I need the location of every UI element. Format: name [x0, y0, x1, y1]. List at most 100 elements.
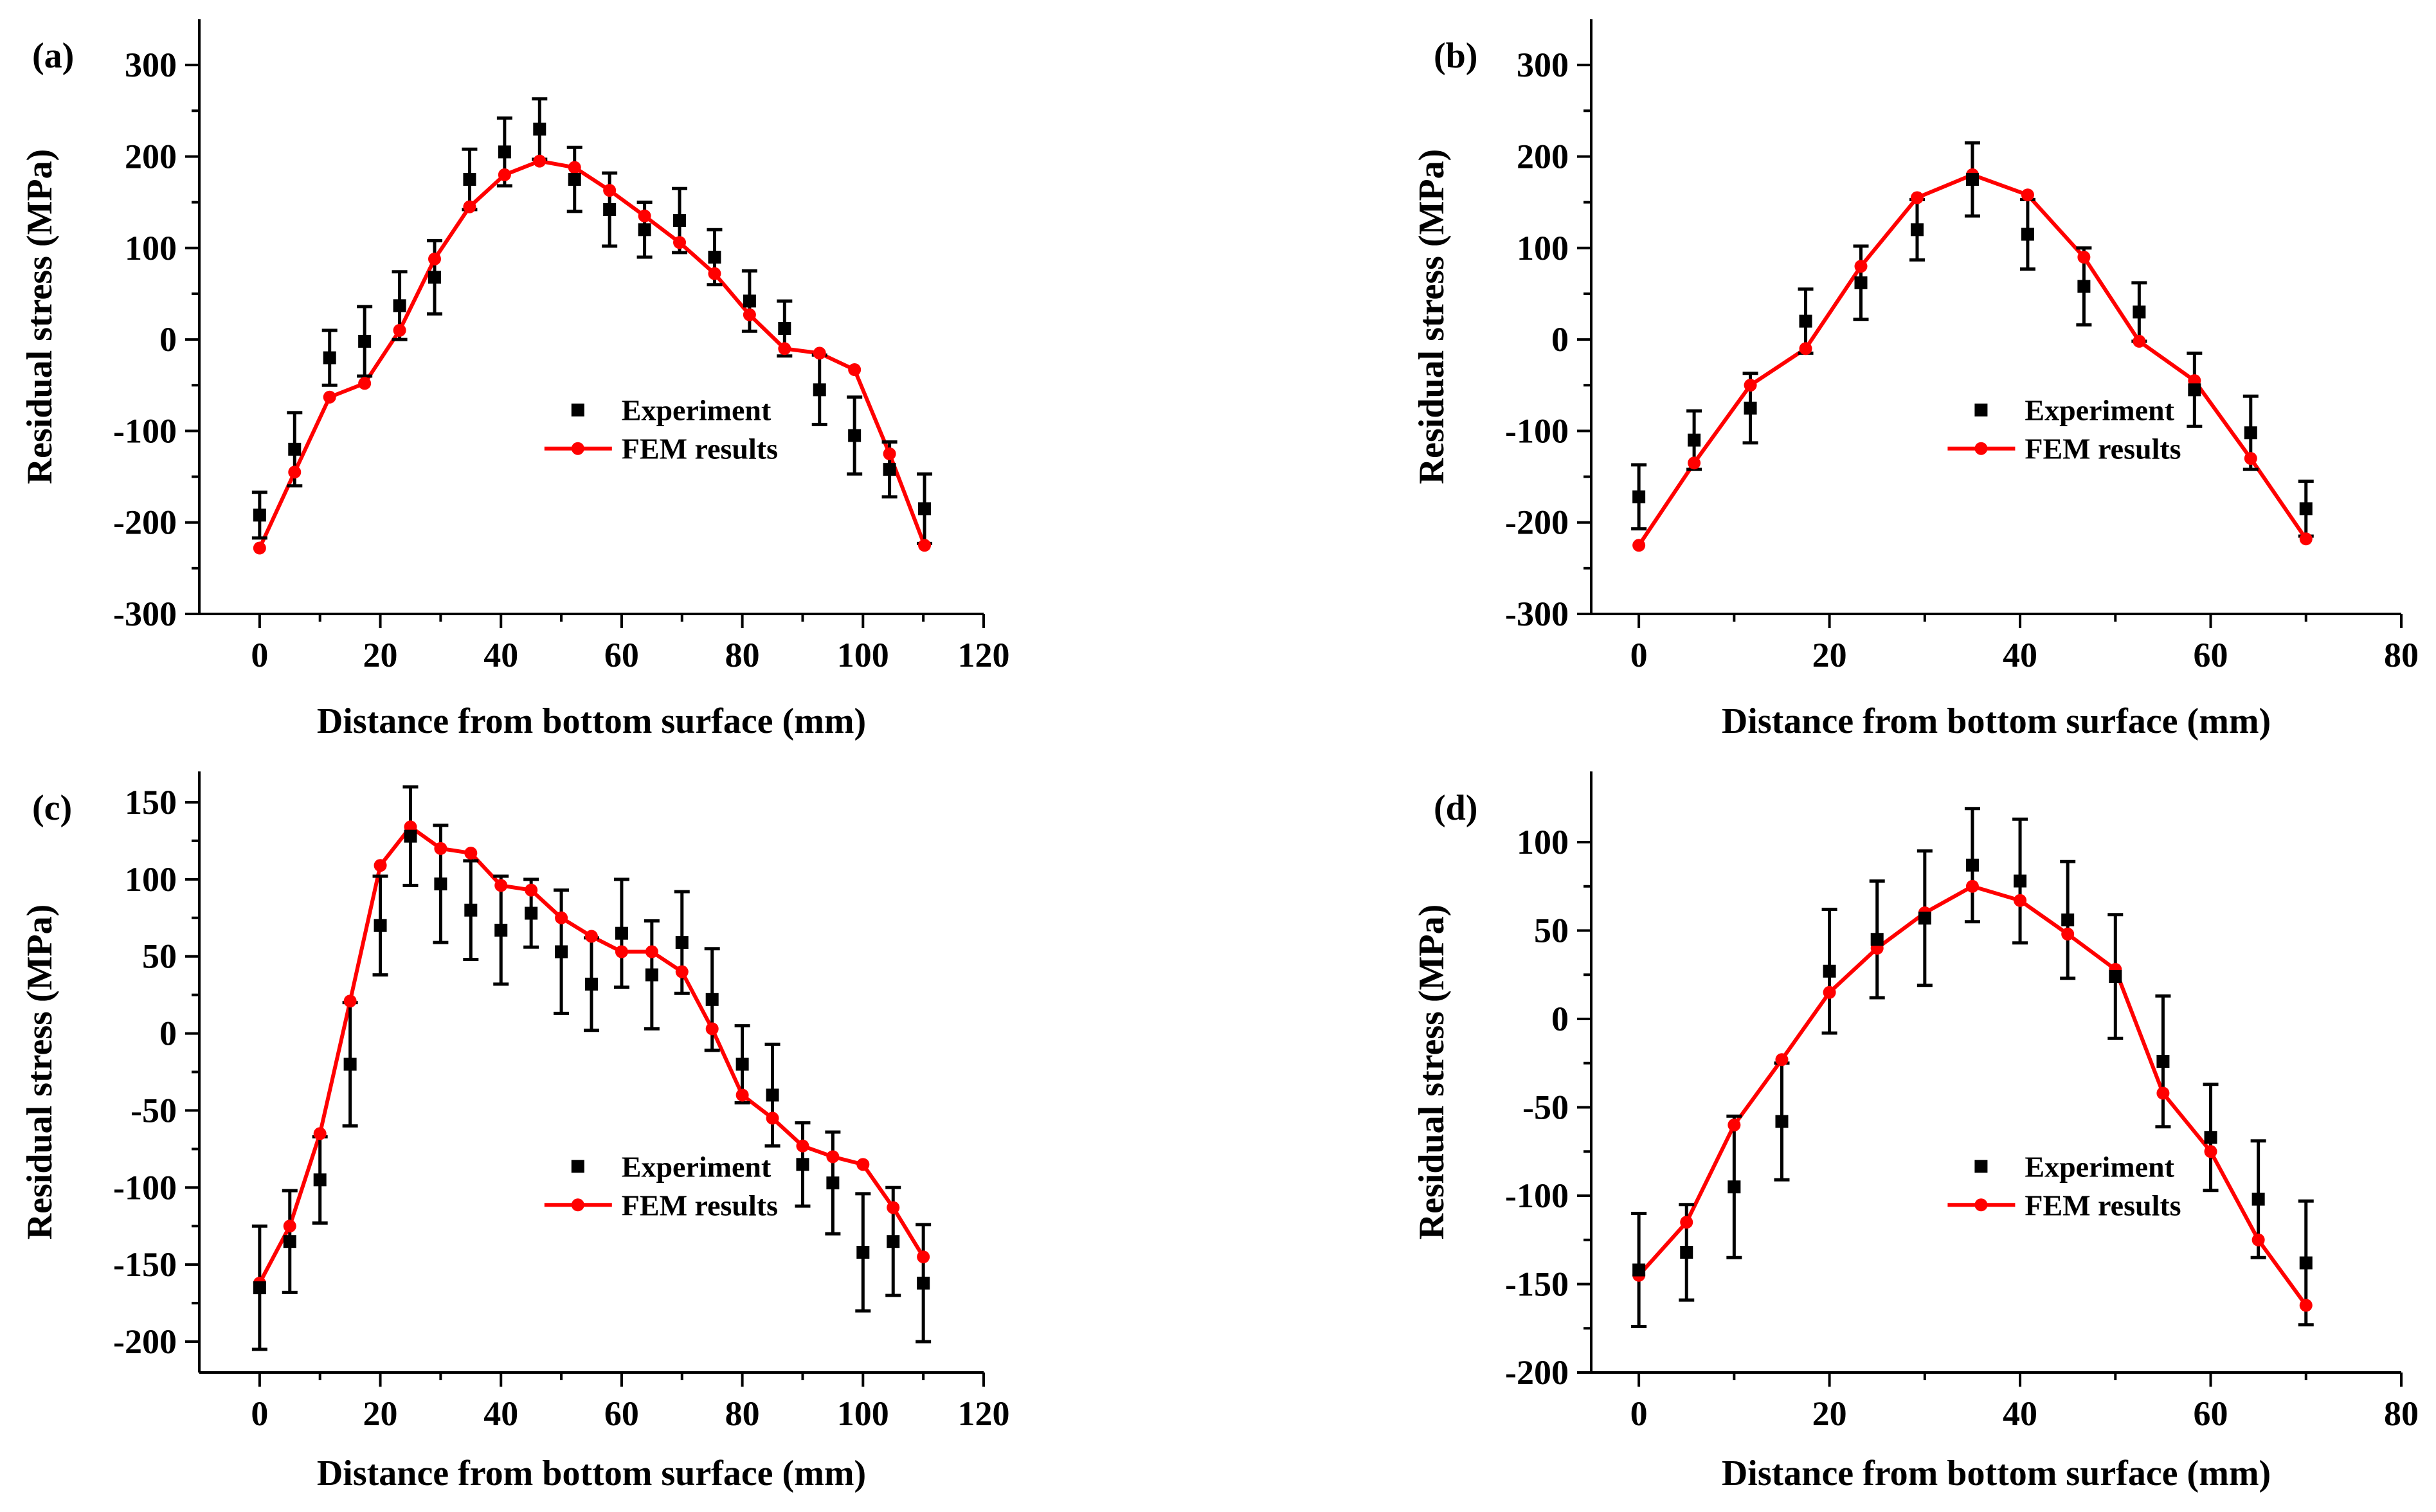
- y-tick-label: -300: [1505, 595, 1569, 633]
- experiment-point: [1918, 912, 1931, 925]
- legend-fem-label: FEM results: [622, 1189, 778, 1221]
- x-tick-label: 40: [2003, 1394, 2037, 1433]
- experiment-point: [2188, 383, 2201, 397]
- fem-point: [645, 945, 658, 959]
- legend-experiment-label: Experiment: [622, 1150, 771, 1183]
- fem-point: [463, 200, 476, 213]
- fem-point: [826, 1150, 840, 1164]
- fem-point: [1728, 1119, 1741, 1131]
- legend-fem-label: FEM results: [2025, 433, 2181, 465]
- x-tick-label: 60: [2194, 1394, 2228, 1433]
- experiment-point: [2299, 1256, 2313, 1270]
- x-axis-label: Distance from bottom surface (mm): [317, 701, 866, 741]
- x-tick-label: 20: [363, 1394, 398, 1433]
- experiment-point: [288, 442, 302, 456]
- y-tick-label: 0: [159, 320, 177, 359]
- fem-point: [813, 346, 826, 360]
- experiment-point: [848, 429, 862, 442]
- x-tick-label: 0: [251, 636, 268, 674]
- panel-label: (a): [32, 36, 74, 76]
- fem-point: [2133, 334, 2146, 348]
- experiment-point: [2109, 970, 2122, 983]
- x-tick-label: 100: [837, 1394, 889, 1433]
- experiment-point: [796, 1158, 809, 1171]
- y-tick-label: -100: [1505, 1176, 1569, 1215]
- y-tick-label: -200: [113, 503, 177, 542]
- y-tick-label: 0: [1551, 320, 1569, 359]
- x-tick-label: 40: [483, 636, 518, 674]
- fem-point: [615, 945, 628, 959]
- y-tick-label: 0: [1551, 1000, 1569, 1038]
- y-tick-label: 300: [1517, 46, 1569, 84]
- experiment-point: [1965, 173, 1979, 186]
- experiment-point: [1632, 490, 1646, 503]
- x-tick-label: 0: [1630, 1394, 1648, 1433]
- x-tick-label: 100: [837, 636, 889, 674]
- y-tick-label: -300: [113, 595, 177, 633]
- fem-point: [2061, 928, 2075, 941]
- x-tick-label: 60: [2194, 636, 2228, 674]
- experiment-point: [585, 977, 598, 991]
- experiment-point: [1688, 433, 1701, 447]
- fem-point: [2014, 894, 2027, 907]
- y-tick-label: -100: [113, 411, 177, 450]
- chart-panel-1: (a) 0 20 40 60 80 100 120 -300 -200 -100 0 100 200 300…: [20, 19, 1010, 741]
- fem-point: [603, 184, 617, 197]
- fem-point: [856, 1158, 870, 1171]
- fem-point: [2299, 1299, 2313, 1312]
- legend-experiment-marker: [571, 403, 584, 417]
- fem-point: [283, 1220, 296, 1233]
- y-tick-label: 100: [125, 860, 177, 899]
- experiment-point: [1854, 276, 1868, 289]
- experiment-point: [1965, 858, 1979, 872]
- fem-point: [323, 390, 336, 404]
- y-axis-label: Residual stress (MPa): [20, 905, 60, 1240]
- fem-point: [568, 161, 581, 174]
- experiment-point: [856, 1246, 870, 1259]
- experiment-point: [343, 1058, 357, 1071]
- legend-experiment-marker: [571, 1160, 584, 1173]
- experiment-point: [525, 906, 538, 920]
- experiment-point: [568, 173, 581, 186]
- fem-point: [2021, 188, 2034, 202]
- chart-panel-4: (d) 0 20 40 60 80 -200 -150 -100 -50 0 50 100 Distanc…: [1412, 771, 2419, 1493]
- experiment-point: [323, 351, 336, 364]
- fem-point: [2204, 1145, 2217, 1158]
- experiment-point: [253, 509, 266, 522]
- legend: Experiment FEM results: [544, 1150, 778, 1221]
- experiment-point: [2021, 228, 2034, 241]
- chart-panel-2: (b) 0 20 40 60 80 -300 -200 -100 0 100 200 300 Distan…: [1412, 19, 2419, 741]
- experiment-point: [766, 1088, 779, 1102]
- fem-point: [1775, 1053, 1789, 1066]
- experiment-point: [1744, 401, 1757, 415]
- y-tick-label: -200: [1505, 1353, 1569, 1392]
- y-tick-label: -50: [1522, 1088, 1569, 1127]
- experiment-point: [1728, 1180, 1741, 1194]
- experiment-point: [638, 223, 651, 237]
- fem-point: [498, 168, 511, 181]
- fem-point: [796, 1139, 809, 1153]
- experiment-point: [463, 173, 476, 186]
- y-tick-label: -150: [1505, 1265, 1569, 1304]
- fem-series-line: [1637, 884, 2308, 1307]
- y-axis-label: Residual stress (MPa): [1412, 149, 1452, 485]
- experiment-point: [253, 1281, 266, 1295]
- experiment-point: [1775, 1115, 1789, 1128]
- fem-point: [743, 308, 756, 321]
- legend-experiment-marker: [1974, 1160, 1988, 1173]
- legend: Experiment FEM results: [1947, 394, 2181, 465]
- experiment-point: [743, 294, 756, 308]
- fem-series-line: [258, 825, 925, 1284]
- experiment-point: [2251, 1192, 2265, 1206]
- experiment-point: [374, 919, 387, 932]
- y-tick-label: -150: [113, 1245, 177, 1284]
- fem-point: [1823, 986, 1836, 999]
- x-tick-label: 40: [483, 1394, 518, 1433]
- experiment-point: [283, 1235, 296, 1248]
- y-tick-label: 50: [142, 937, 177, 976]
- fem-point: [708, 267, 721, 280]
- experiment-point: [645, 968, 658, 982]
- x-tick-label: 0: [1630, 636, 1648, 674]
- y-tick-label: -100: [113, 1168, 177, 1207]
- fem-point: [1632, 539, 1646, 552]
